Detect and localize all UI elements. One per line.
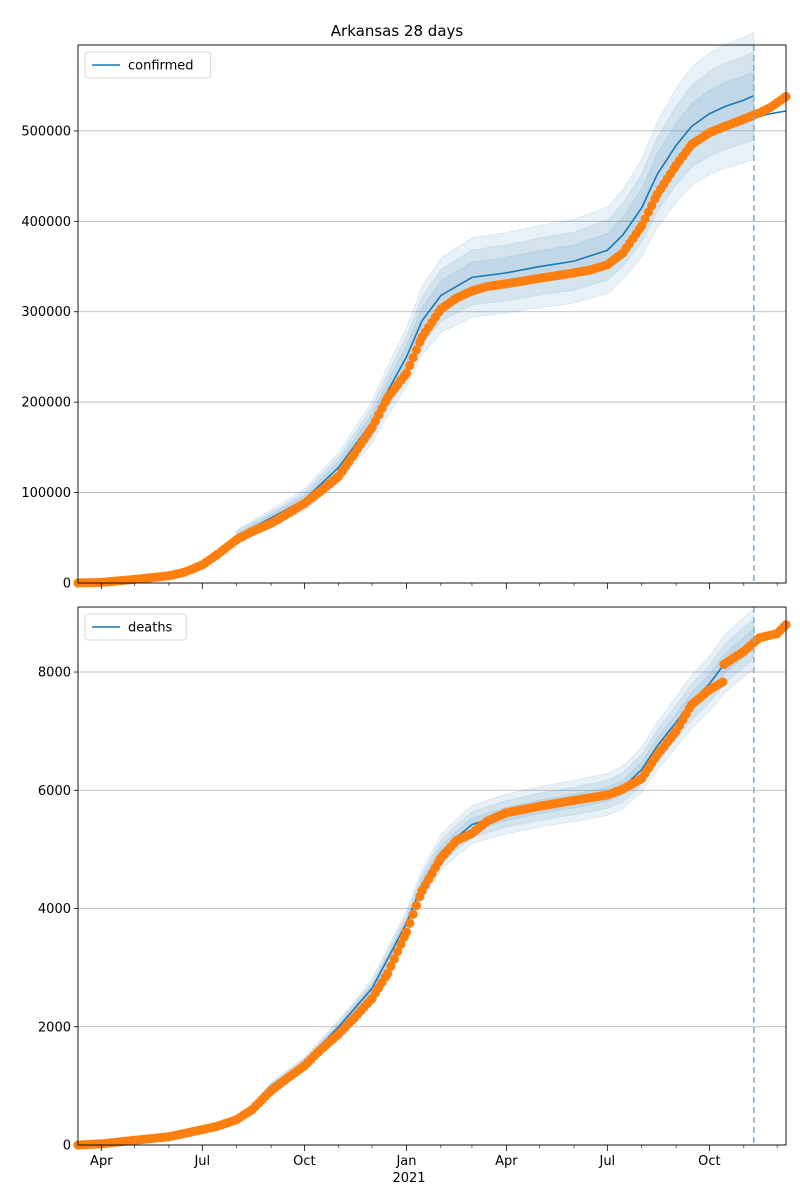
y-tick-label: 200000 (21, 396, 71, 411)
observed-point (396, 939, 406, 949)
legend-box (84, 613, 187, 641)
y-tick-label: 100000 (21, 486, 71, 501)
y-tick-label: 0 (63, 1139, 71, 1154)
observed-point (408, 909, 418, 920)
observed-point (411, 900, 422, 911)
y-tick-label: 400000 (21, 215, 71, 230)
observed-point (401, 368, 412, 378)
deaths-panel: 0 2000 4000 6000 8000 Apr Jul Oct Jan Apr Jul Oct de… (38, 606, 791, 1169)
observed-point (383, 968, 393, 979)
legend-label: confirmed (128, 59, 194, 74)
legend: deaths (84, 613, 187, 641)
plot-frame (77, 44, 787, 584)
observed-point (718, 677, 728, 687)
x-tick-label: Oct (698, 1154, 720, 1169)
x-tick-label: Jul (598, 1154, 615, 1169)
x-year-label: 2021 (392, 1171, 425, 1186)
observed-point (405, 360, 415, 371)
y-tick-label: 500000 (21, 124, 71, 139)
x-tick-label: Oct (293, 1154, 315, 1169)
confirmed-panel: 0 100000 200000 300000 400000 500000 confirmed (21, 31, 791, 592)
legend: confirmed (84, 51, 212, 79)
y-tick-label: 6000 (38, 784, 71, 799)
y-tick-label: 4000 (38, 902, 71, 917)
observed-point (405, 918, 415, 928)
uncertainty-band (251, 618, 755, 1110)
x-tick-label: Apr (90, 1154, 113, 1169)
observed-point (389, 954, 399, 964)
observed-point (408, 353, 418, 363)
observed-point (401, 927, 412, 937)
observed-point (392, 947, 403, 957)
chart-title: Arkansas 28 days (331, 22, 464, 40)
legend-box (84, 51, 212, 79)
observed-point (386, 961, 396, 971)
legend-label: deaths (128, 621, 173, 636)
y-tick-label: 300000 (21, 305, 71, 320)
x-tick-label: Apr (495, 1154, 518, 1169)
observed-point (411, 345, 422, 355)
y-tick-label: 8000 (38, 666, 71, 681)
y-tick-label: 2000 (38, 1020, 71, 1035)
plot-frame (77, 606, 787, 1146)
x-tick-label: Jul (193, 1154, 210, 1169)
y-tick-label: 0 (63, 577, 71, 592)
x-tick-label: Jan (395, 1154, 416, 1169)
